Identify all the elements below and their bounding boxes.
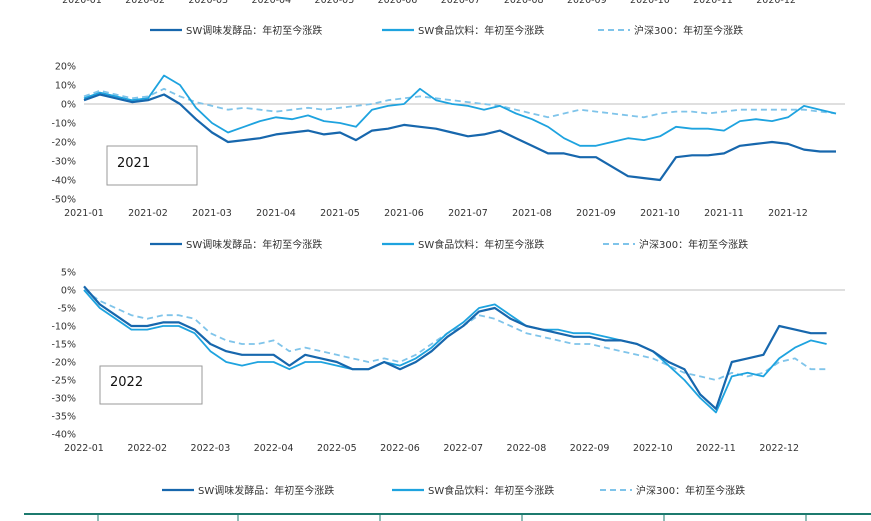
y-tick-label: 20% (55, 62, 76, 73)
top-partial-tick-label: 2020-10 (630, 0, 670, 6)
top-partial-tick-label: 2020-03 (188, 0, 228, 6)
legend-label-food: SW食品饮料：年初至今涨跌 (428, 484, 554, 497)
legend-label-seasoning: SW调味发酵品：年初至今涨跌 (198, 484, 334, 497)
top-partial-tick-label: 2020-02 (125, 0, 165, 6)
x-tick-label: 2022-01 (64, 443, 104, 454)
legend-label-food: SW食品饮料：年初至今涨跌 (418, 24, 544, 37)
x-tick-label: 2021-05 (320, 208, 360, 219)
y-tick-label: -10% (51, 322, 76, 333)
x-tick-label: 2022-04 (254, 443, 294, 454)
top-partial-tick-label: 2020-07 (441, 0, 481, 6)
chart-2022: 5% 0% -5% -10% -15% -20% -25% -30% -35% -40% 2022-… (51, 268, 845, 454)
series-line-food (83, 289, 827, 414)
x-tick-label: 2022-05 (317, 443, 357, 454)
top-partial-tick-label: 2020-01 (62, 0, 102, 6)
y-tick-label: -5% (58, 304, 77, 315)
legend-label-seasoning: SW调味发酵品：年初至今涨跌 (186, 24, 322, 37)
x-tick-label: 2022-11 (696, 443, 736, 454)
top-partial-tick-label: 2020-12 (756, 0, 796, 6)
chart-2021: 20% 10% 0% -10% -20% -30% -40% -50% 2021-01 2021-… (51, 62, 845, 219)
legend-row-3: SW调味发酵品：年初至今涨跌 SW食品饮料：年初至今涨跌 沪深300：年初至今涨… (162, 484, 745, 497)
bottom-divider-line (24, 513, 871, 515)
series-line-seasoning (83, 93, 836, 182)
y-tick-label: -30% (51, 157, 76, 168)
chart-2021-axes: 20% 10% 0% -10% -20% -30% -40% -50% 2021-01 2021-… (51, 62, 845, 219)
x-tick-label: 2021-03 (192, 208, 232, 219)
x-tick-label: 2022-12 (759, 443, 799, 454)
top-partial-tick-label: 2020-08 (504, 0, 544, 6)
y-tick-label: -10% (51, 119, 76, 130)
x-tick-label: 2021-12 (768, 208, 808, 219)
bottom-divider (24, 513, 871, 521)
series-line-seasoning (83, 285, 827, 410)
top-partial-tick-label: 2020-06 (378, 0, 418, 6)
chart-2022-axes: 5% 0% -5% -10% -15% -20% -25% -30% -35% -40% 2022-… (51, 268, 845, 454)
x-tick-label: 2021-04 (256, 208, 296, 219)
series-line-hs300 (83, 289, 827, 381)
series-line-food (83, 74, 837, 147)
x-tick-label: 2022-09 (570, 443, 610, 454)
chart-2022-series (83, 285, 827, 414)
year-label-box-2022 (99, 365, 203, 405)
x-tick-label: 2022-08 (507, 443, 547, 454)
y-tick-label: -25% (51, 376, 76, 387)
x-tick-label: 2021-10 (640, 208, 680, 219)
x-tick-label: 2021-01 (64, 208, 104, 219)
x-tick-label: 2021-08 (512, 208, 552, 219)
year-label-2021: 2021 (117, 156, 150, 171)
y-tick-label: 10% (55, 81, 76, 92)
year-label-box-2021 (106, 145, 198, 186)
y-tick-label: -20% (51, 138, 76, 149)
x-tick-label: 2021-09 (576, 208, 616, 219)
top-partial-tick-label: 2020-04 (251, 0, 291, 6)
y-tick-label: -15% (51, 340, 76, 351)
y-tick-label: 0% (61, 286, 76, 297)
y-tick-label: 5% (61, 268, 76, 279)
top-partial-tick-label: 2020-05 (315, 0, 355, 6)
x-tick-label: 2022-03 (191, 443, 231, 454)
x-tick-label: 2021-06 (384, 208, 424, 219)
legend-label-hs300: 沪深300：年初至今涨跌 (634, 24, 743, 37)
y-tick-label: -35% (51, 412, 76, 423)
y-tick-label: -50% (51, 195, 76, 206)
y-tick-label: -30% (51, 394, 76, 405)
x-tick-label: 2022-07 (443, 443, 483, 454)
x-tick-label: 2022-02 (127, 443, 167, 454)
y-tick-label: -40% (51, 430, 76, 441)
y-tick-label: 0% (61, 100, 76, 111)
x-tick-label: 2021-11 (704, 208, 744, 219)
top-partial-tick-label: 2020-11 (693, 0, 733, 6)
year-label-2022: 2022 (110, 375, 143, 390)
legend-label-seasoning: SW调味发酵品：年初至今涨跌 (186, 238, 322, 251)
legend-label-hs300: 沪深300：年初至今涨跌 (636, 484, 745, 497)
legend-label-hs300: 沪深300：年初至今涨跌 (639, 238, 748, 251)
x-tick-label: 2021-02 (128, 208, 168, 219)
legend-label-food: SW食品饮料：年初至今涨跌 (418, 238, 544, 251)
x-tick-label: 2021-07 (448, 208, 488, 219)
x-tick-label: 2022-10 (633, 443, 673, 454)
top-partial-x-axis: 2020-01 2020-02 2020-03 2020-04 2020-05 2020-… (62, 0, 796, 6)
y-tick-label: -40% (51, 176, 76, 187)
chart-2021-series (83, 74, 837, 182)
legend-row-1: SW调味发酵品：年初至今涨跌 SW食品饮料：年初至今涨跌 沪深300：年初至今涨… (150, 24, 743, 37)
top-partial-tick-label: 2020-09 (567, 0, 607, 6)
y-tick-label: -20% (51, 358, 76, 369)
series-line-hs300 (83, 87, 837, 119)
legend-row-2: SW调味发酵品：年初至今涨跌 SW食品饮料：年初至今涨跌 沪深300：年初至今涨… (150, 238, 748, 251)
x-tick-label: 2022-06 (380, 443, 420, 454)
